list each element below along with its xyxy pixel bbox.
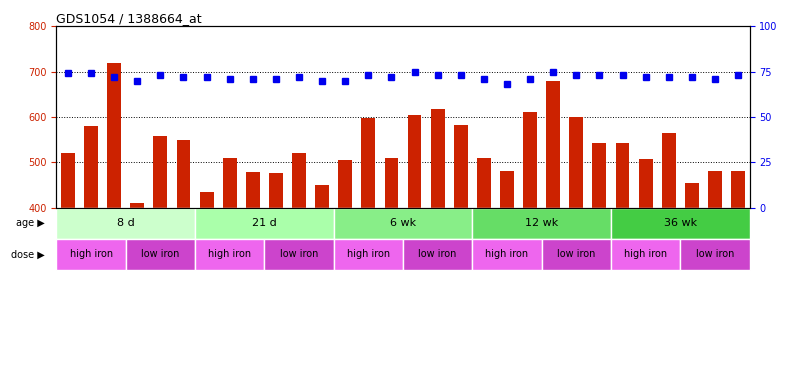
FancyBboxPatch shape: [472, 239, 542, 270]
Bar: [454, 124, 467, 375]
Bar: [361, 118, 376, 375]
Bar: [546, 81, 560, 375]
Bar: [61, 153, 75, 375]
Bar: [500, 171, 514, 375]
Text: GDS1054 / 1388664_at: GDS1054 / 1388664_at: [56, 12, 202, 25]
Bar: [523, 112, 537, 375]
Bar: [384, 158, 398, 375]
Bar: [339, 160, 352, 375]
FancyBboxPatch shape: [611, 239, 680, 270]
FancyBboxPatch shape: [195, 208, 334, 239]
Text: low iron: low iron: [280, 249, 318, 259]
Bar: [638, 159, 653, 375]
FancyBboxPatch shape: [56, 208, 195, 239]
Bar: [592, 143, 606, 375]
FancyBboxPatch shape: [542, 239, 611, 270]
Bar: [153, 136, 168, 375]
Text: low iron: low iron: [141, 249, 180, 259]
Bar: [177, 140, 190, 375]
Text: 6 wk: 6 wk: [390, 218, 416, 228]
Bar: [246, 172, 260, 375]
Text: dose ▶: dose ▶: [11, 249, 45, 259]
Bar: [131, 203, 144, 375]
Text: low iron: low iron: [418, 249, 457, 259]
Bar: [222, 158, 237, 375]
Bar: [269, 173, 283, 375]
Text: high iron: high iron: [347, 249, 390, 259]
Text: age ▶: age ▶: [16, 218, 45, 228]
Text: high iron: high iron: [208, 249, 251, 259]
Bar: [477, 158, 491, 375]
Text: 8 d: 8 d: [117, 218, 135, 228]
Text: 21 d: 21 d: [252, 218, 276, 228]
Bar: [408, 115, 422, 375]
FancyBboxPatch shape: [56, 239, 126, 270]
Text: high iron: high iron: [69, 249, 113, 259]
Bar: [662, 133, 675, 375]
Bar: [685, 183, 699, 375]
Text: low iron: low iron: [557, 249, 596, 259]
FancyBboxPatch shape: [126, 239, 195, 270]
FancyBboxPatch shape: [403, 239, 472, 270]
Bar: [430, 109, 445, 375]
Bar: [84, 126, 98, 375]
Text: high iron: high iron: [624, 249, 667, 259]
Text: 12 wk: 12 wk: [525, 218, 559, 228]
Text: high iron: high iron: [485, 249, 529, 259]
Text: low iron: low iron: [696, 249, 734, 259]
Bar: [731, 171, 745, 375]
Bar: [616, 143, 629, 375]
Bar: [200, 192, 214, 375]
FancyBboxPatch shape: [611, 208, 750, 239]
Bar: [315, 185, 329, 375]
Bar: [569, 117, 584, 375]
FancyBboxPatch shape: [334, 208, 472, 239]
Bar: [292, 153, 306, 375]
FancyBboxPatch shape: [680, 239, 750, 270]
FancyBboxPatch shape: [472, 208, 611, 239]
FancyBboxPatch shape: [334, 239, 403, 270]
Bar: [708, 171, 722, 375]
FancyBboxPatch shape: [264, 239, 334, 270]
Bar: [107, 63, 121, 375]
Text: 36 wk: 36 wk: [663, 218, 697, 228]
FancyBboxPatch shape: [195, 239, 264, 270]
